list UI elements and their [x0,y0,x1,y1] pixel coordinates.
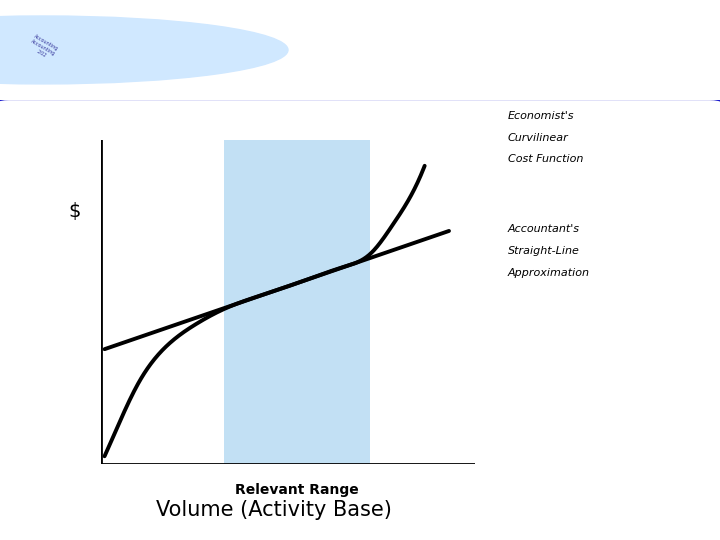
Text: Cost Function: Cost Function [508,154,583,164]
FancyBboxPatch shape [0,98,720,540]
Text: Accounting
Accounting
  202: Accounting Accounting 202 [27,34,59,62]
Bar [225,140,370,464]
Circle shape [0,16,288,84]
FancyBboxPatch shape [6,6,81,94]
Text: Curvilinear Costs and the: Curvilinear Costs and the [94,14,490,42]
Text: Relevant Range: Relevant Range [94,58,341,86]
Text: Curvilinear: Curvilinear [508,133,568,143]
Text: Economist's: Economist's [508,111,574,121]
Text: Straight-Line: Straight-Line [508,246,580,256]
Text: Relevant Range: Relevant Range [235,483,359,497]
Text: Volume (Activity Base): Volume (Activity Base) [156,500,392,521]
Text: Accountant's: Accountant's [508,225,580,234]
Text: $: $ [68,202,81,221]
Text: Approximation: Approximation [508,268,590,278]
